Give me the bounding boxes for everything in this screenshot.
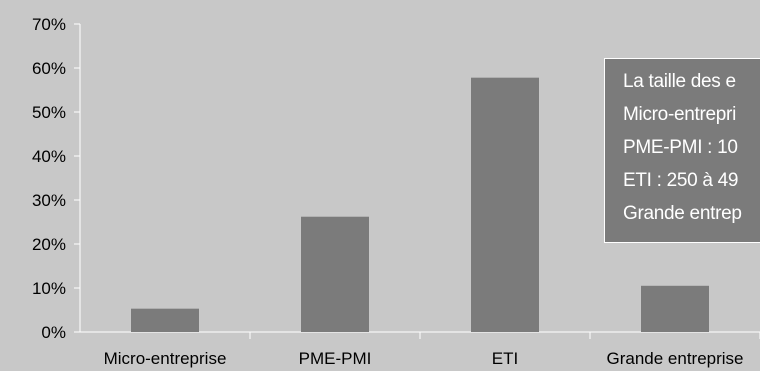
- bar: [301, 216, 369, 332]
- y-tick-label: 50%: [32, 103, 66, 122]
- x-tick-label: ETI: [492, 349, 518, 368]
- annotation-line: La taille des e: [623, 71, 736, 92]
- y-tick-label: 30%: [32, 191, 66, 210]
- x-axis: Micro-entreprise PME-PMI ETI Grande entrepr…: [80, 331, 760, 368]
- y-tick-label: 10%: [32, 279, 66, 298]
- y-tick-label: 60%: [32, 59, 66, 78]
- y-tick-label: 20%: [32, 235, 66, 254]
- bars: [131, 77, 709, 333]
- annotation-line: Grande entrep: [623, 203, 742, 224]
- y-tick-label: 0%: [41, 323, 66, 342]
- annotation-line: Micro-entrepri: [623, 104, 736, 125]
- bar: [641, 285, 709, 332]
- annotation-line: ETI : 250 à 49: [623, 170, 739, 191]
- bar: [131, 308, 199, 332]
- annotation-line: PME-PMI : 10: [623, 137, 738, 158]
- x-tick-label: PME-PMI: [299, 349, 372, 368]
- x-tick-label: Grande entreprise: [606, 349, 743, 368]
- y-tick-label: 70%: [32, 15, 66, 34]
- y-axis: 0% 10% 20% 30% 40% 50% 60% 70%: [32, 15, 81, 342]
- y-tick-label: 40%: [32, 147, 66, 166]
- x-tick-label: Micro-entreprise: [104, 349, 227, 368]
- bar: [471, 77, 539, 333]
- chart-annotation-box: La taille des e Micro-entrepri PME-PMI :…: [604, 58, 760, 243]
